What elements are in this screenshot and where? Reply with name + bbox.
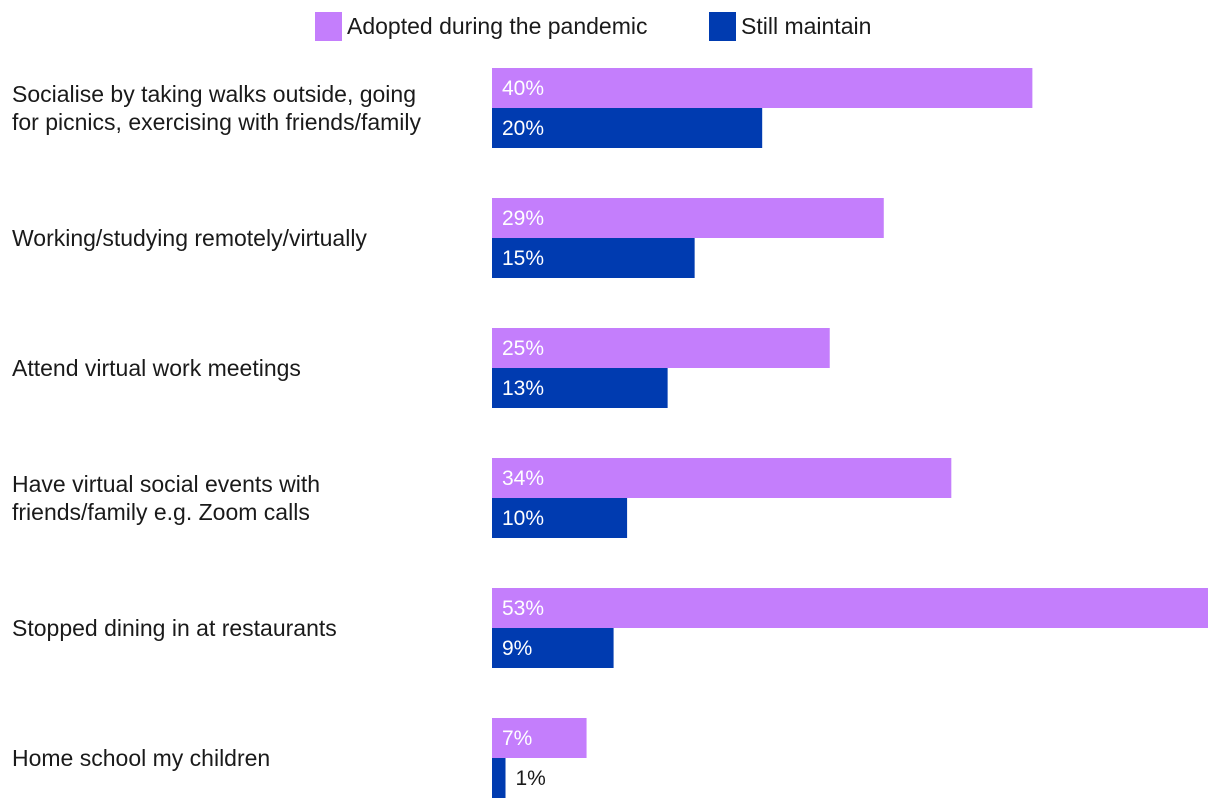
bar-value-label: 34% xyxy=(502,467,544,490)
legend: Adopted during the pandemic Still maintai… xyxy=(315,12,871,41)
category-label-line: Socialise by taking walks outside, going xyxy=(12,81,416,107)
legend-swatch-adopted xyxy=(315,12,342,41)
category-label: Working/studying remotely/virtually xyxy=(12,225,367,251)
bar-adopted xyxy=(492,588,1208,628)
category-label: Home school my children xyxy=(12,745,270,771)
bar-still-maintain xyxy=(492,238,695,278)
category-label-line: Working/studying remotely/virtually xyxy=(12,225,367,251)
bar-still-maintain xyxy=(492,108,763,148)
bar-adopted xyxy=(492,68,1033,108)
bar-value-label: 29% xyxy=(502,207,544,230)
bar-value-label: 9% xyxy=(502,637,532,660)
bar-adopted xyxy=(492,198,884,238)
category-label-line: Have virtual social events with xyxy=(12,471,320,497)
bar-still-maintain xyxy=(492,498,628,538)
category-label: Socialise by taking walks outside, going… xyxy=(12,81,422,135)
bar-value-label: 20% xyxy=(502,117,544,140)
category-label-line: Home school my children xyxy=(12,745,270,771)
bars: 40% 20% 29% 15% 25% 13% 34% 10% 53% 9% 7% 1% xyxy=(492,68,1208,798)
bar-value-label: 25% xyxy=(502,337,544,360)
legend-label-still-maintain: Still maintain xyxy=(741,13,871,39)
bar-value-label: 13% xyxy=(502,377,544,400)
category-label-line: friends/family e.g. Zoom calls xyxy=(12,499,310,525)
bar-value-label: 53% xyxy=(502,597,544,620)
category-label: Have virtual social events with friends/f… xyxy=(12,471,320,525)
bar-value-label: 10% xyxy=(502,507,544,530)
category-label-line: Attend virtual work meetings xyxy=(12,355,301,381)
category-labels: Socialise by taking walks outside, going… xyxy=(12,81,422,771)
bar-still-maintain xyxy=(492,758,506,798)
bar-value-label: 15% xyxy=(502,247,544,270)
bar-adopted xyxy=(492,458,952,498)
bar-value-label: 7% xyxy=(502,727,532,750)
bar-still-maintain xyxy=(492,368,668,408)
legend-swatch-still-maintain xyxy=(709,12,736,41)
category-label: Attend virtual work meetings xyxy=(12,355,301,381)
bar-adopted xyxy=(492,718,587,758)
legend-label-adopted: Adopted during the pandemic xyxy=(347,13,648,39)
category-label: Stopped dining in at restaurants xyxy=(12,615,337,641)
bar-value-label: 40% xyxy=(502,77,544,100)
category-label-line: for picnics, exercising with friends/fam… xyxy=(12,109,422,135)
bar-adopted xyxy=(492,328,830,368)
bar-value-label: 1% xyxy=(516,767,546,790)
category-label-line: Stopped dining in at restaurants xyxy=(12,615,337,641)
bar-still-maintain xyxy=(492,628,614,668)
